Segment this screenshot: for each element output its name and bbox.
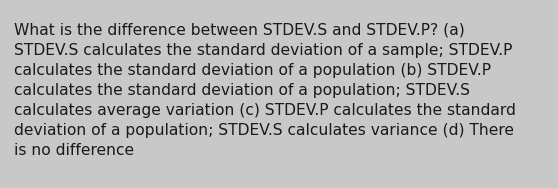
- Text: What is the difference between STDEV.S and STDEV.P? (a)
STDEV.S calculates the s: What is the difference between STDEV.S a…: [14, 23, 516, 158]
